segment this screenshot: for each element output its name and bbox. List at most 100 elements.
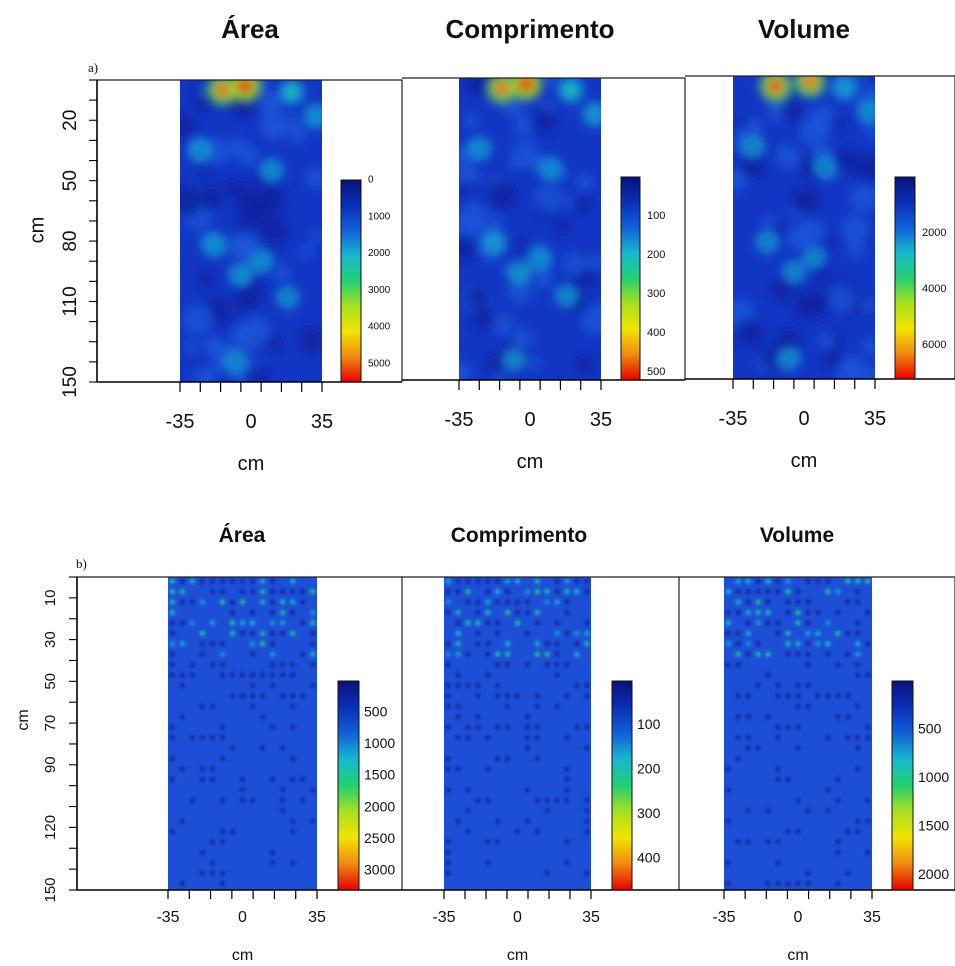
sample-point-b-volume [835,662,841,667]
x-tick-label-b-volume: 0 [794,909,803,926]
sample-point-b-length [544,589,550,595]
colorbar-label-a-length: 200 [647,249,665,261]
sample-point-b-length [475,599,481,605]
sample-point-b-volume [805,620,811,626]
sample-point-b-volume [835,881,841,886]
sample-point-b-volume [845,599,851,605]
sample-point-b-length [505,651,511,657]
sample-point-b-volume [765,609,771,616]
heatmap-field-b-length [444,577,591,890]
x-axis-label-a-area: cm [238,453,265,475]
sample-point-b-volume [865,578,871,584]
sample-point-b-area [300,620,305,626]
sample-point-b-volume [835,839,841,845]
sample-point-b-volume [855,735,861,740]
sample-point-b-volume [775,631,781,636]
sample-point-b-volume [725,620,731,626]
sample-point-b-volume [825,578,831,584]
sample-point-b-volume [815,630,821,636]
sample-point-b-area [310,589,316,595]
sample-point-b-area [180,620,185,626]
sample-point-b-volume [775,881,781,886]
sample-point-b-area [180,818,185,824]
sample-point-b-area [300,599,305,605]
sample-point-b-length [446,787,451,793]
sample-point-b-volume [726,860,731,866]
sample-point-b-volume [865,798,870,803]
sample-point-b-area [210,839,215,845]
sample-point-b-volume [845,578,851,584]
sample-point-b-volume [845,631,851,636]
sample-point-b-volume [855,662,861,667]
sample-point-b-volume [855,589,861,594]
sample-point-b-area [190,672,195,678]
sample-point-b-length [495,756,500,761]
sample-point-b-area [200,641,205,646]
sample-point-b-volume [845,871,851,876]
hotspot-a-length-7 [514,268,525,279]
sample-point-b-length [465,589,471,595]
sample-point-b-length [584,808,589,813]
sample-point-b-volume [785,630,791,636]
sample-point-b-area [220,881,225,886]
colorbar-label-b-volume: 1000 [918,769,949,785]
sample-point-b-length [534,651,540,657]
title-length-a: Comprimento [445,14,615,44]
hotspot-a-area-5 [266,165,277,176]
sample-point-b-volume [865,610,870,615]
sample-point-b-area [280,798,285,803]
y-tick-label-b-area: 70 [42,715,59,732]
sample-point-b-length [475,693,481,699]
sample-point-b-length [564,631,570,636]
sample-point-b-length [455,641,461,647]
sample-point-b-volume [795,641,801,647]
sample-point-b-volume [795,652,801,657]
sample-point-b-length [564,766,570,772]
sample-point-b-length [535,735,540,740]
sample-point-b-volume [765,620,771,626]
sample-point-b-area [240,631,245,636]
sample-point-b-area [300,652,305,657]
sample-point-b-area [280,662,285,667]
sample-point-b-length [505,589,510,594]
colorbar-a-length [620,176,641,381]
sample-point-b-length [525,818,530,824]
sample-point-b-area [179,641,185,647]
sample-point-b-volume [825,787,831,793]
sample-point-b-length [545,808,550,813]
sample-point-b-area [180,881,185,886]
sample-point-b-length [535,829,540,834]
colorbar-label-b-area: 1500 [364,767,395,783]
sample-point-b-length [574,641,580,646]
sample-point-b-length [564,578,570,584]
sample-point-b-area [169,609,175,616]
sample-point-b-length [524,589,531,595]
sample-point-b-length [455,630,461,636]
sample-point-b-length [574,630,580,636]
sample-point-b-length [475,620,481,626]
sample-point-b-volume [835,610,841,615]
sample-point-b-volume [785,725,791,730]
sample-point-b-volume [735,610,741,615]
sample-point-b-area [230,672,235,678]
sample-point-b-volume [795,725,801,730]
sample-point-b-length [535,798,540,803]
sample-point-b-length [446,725,451,730]
sample-point-b-length [574,578,580,584]
sample-point-b-volume [825,589,831,595]
sample-point-b-area [310,631,315,636]
sample-point-b-length [495,725,500,730]
sample-point-b-length [525,662,530,667]
sample-point-b-length [495,620,500,626]
sample-point-b-length [525,745,530,751]
sample-point-b-area [180,766,185,772]
sample-point-b-volume [765,599,771,605]
hotspot-a-area-1 [236,80,253,95]
sample-point-b-length [564,839,570,845]
sample-point-b-area [290,818,295,824]
hotspot-a-volume-4 [748,142,758,152]
sample-point-b-volume [765,589,771,594]
sample-point-b-length [564,693,570,699]
sample-point-b-length [495,589,501,595]
